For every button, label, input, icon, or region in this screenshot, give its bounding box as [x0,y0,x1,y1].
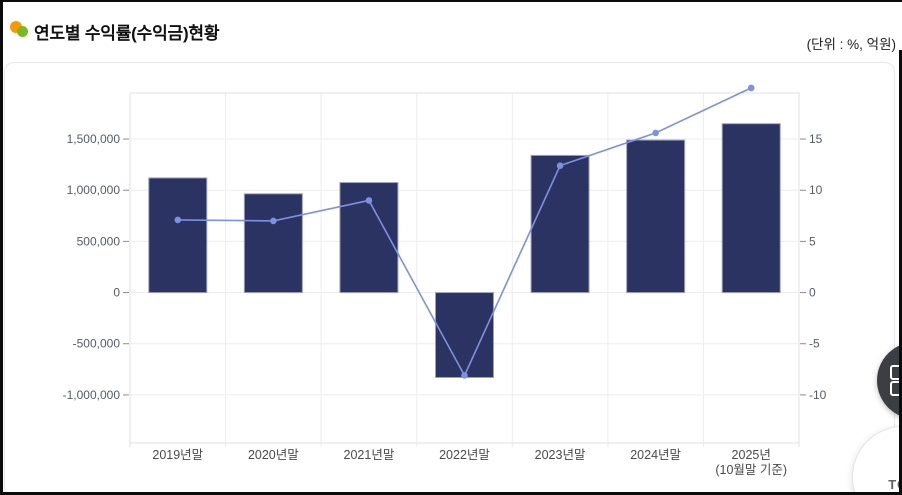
right-axis-label: 10 [809,183,823,197]
line-point-2025년[interactable] [747,84,755,92]
screen-edge-top [0,0,902,2]
right-axis-label: -10 [809,388,827,402]
title-bar: 연도별 수익률(수익금)현황 (단위 : %, 억원) [0,0,902,62]
unit-label: (단위 : %, 억원) [806,37,896,52]
x-axis-label: 2021년말 [344,448,395,462]
x-axis-label: 2024년말 [630,448,681,462]
bullet-green-circle [17,26,28,37]
bar-2022년말[interactable] [435,292,494,379]
page-title: 연도별 수익률(수익금)현황 [34,24,220,43]
screen-edge-right [899,50,902,495]
left-axis-label: 0 [113,286,120,300]
plot-border [129,92,800,444]
line-point-2024년말[interactable] [652,129,659,137]
left-axis-label: -1,000,000 [63,388,121,402]
bar-2019년말[interactable] [148,177,208,294]
screen-edge-bottom [0,492,902,495]
right-axis-label: 0 [809,286,816,300]
scroll-top-label: TOP [888,476,902,492]
x-axis-sublabel: (10월말 기준) [715,463,787,477]
left-axis-label: 1,000,000 [67,183,121,197]
left-axis-label: 500,000 [77,234,121,248]
x-axis-label: 2019년말 [152,448,203,462]
x-axis-label: 2025년 [732,448,771,462]
inquiry-icon [890,365,902,380]
bar-2023년말[interactable] [530,154,590,294]
line-point-2023년말[interactable] [556,162,564,169]
line-point-2022년말[interactable] [461,372,468,379]
bar-2024년말[interactable] [626,139,686,294]
right-axis-label: 5 [809,234,816,248]
right-axis-label: -5 [809,337,820,351]
x-axis-label: 2022년말 [439,448,490,462]
left-axis-label: 1,500,000 [67,132,121,146]
line-point-2021년말[interactable] [365,197,373,204]
x-axis-label: 2023년말 [535,448,586,462]
bar-2025년[interactable] [721,123,781,294]
left-axis-label: -500,000 [73,337,121,351]
title-bullet-icon [10,21,32,39]
inquiry-icon [890,381,902,396]
screen-edge-left [0,0,3,495]
bar-2020년말[interactable] [243,193,303,294]
right-axis-label: 15 [809,132,823,146]
line-point-2020년말[interactable] [270,217,277,225]
line-point-2019년말[interactable] [174,216,182,224]
x-axis-label: 2020년말 [248,448,299,462]
